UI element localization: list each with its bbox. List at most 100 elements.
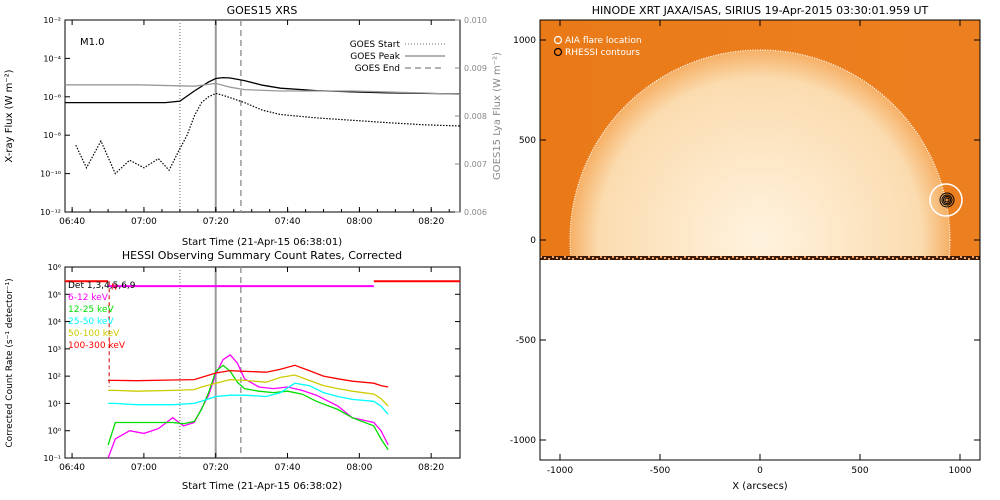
image-edge-noise — [844, 257, 846, 259]
image-edge-noise — [668, 258, 670, 260]
image-edge-noise — [936, 256, 938, 258]
image-edge-noise — [860, 258, 862, 260]
image-edge-noise — [628, 257, 630, 259]
image-edge-noise — [656, 258, 658, 260]
image-edge-noise — [600, 256, 602, 258]
image-edge-noise — [720, 256, 722, 258]
y-right-tick-label: 0.008 — [464, 112, 487, 121]
legend-title: Det 1,3,4,5,6,9 — [68, 281, 136, 291]
image-edge-noise — [624, 256, 626, 258]
solar-disk — [570, 50, 950, 260]
image-edge-noise — [972, 256, 974, 258]
image-edge-noise — [796, 257, 798, 259]
legend-label: 100-300 keV — [68, 341, 126, 351]
y-tick-label: 10⁻¹ — [43, 454, 61, 463]
image-edge-noise — [716, 258, 718, 260]
image-edge-noise — [748, 257, 750, 259]
image-edge-noise — [968, 258, 970, 260]
image-edge-noise — [708, 256, 710, 258]
y-tick-label: 10² — [48, 372, 61, 381]
image-edge-noise — [620, 258, 622, 260]
y-tick-label: 10⁻¹⁰ — [40, 170, 61, 179]
x-tick-label: 06:40 — [59, 463, 85, 473]
legend-label: GOES Start — [350, 40, 401, 50]
image-edge-noise — [872, 258, 874, 260]
hessi-ylabel: Corrected Count Rate (s⁻¹ detector⁻¹) — [5, 278, 15, 447]
image-edge-noise — [964, 257, 966, 259]
x-tick-label: 07:00 — [131, 217, 157, 227]
image-edge-noise — [784, 257, 786, 259]
image-edge-noise — [604, 257, 606, 259]
image-edge-noise — [632, 258, 634, 260]
y-tick-label: 10⁻⁴ — [43, 54, 61, 63]
image-edge-noise — [744, 256, 746, 258]
x-tick-label: 07:20 — [203, 463, 229, 473]
image-edge-noise — [800, 258, 802, 260]
image-edge-noise — [740, 258, 742, 260]
y-tick-label: 10⁻² — [43, 16, 61, 25]
image-edge-noise — [852, 256, 854, 258]
image-edge-noise — [804, 256, 806, 258]
image-edge-noise — [540, 256, 542, 258]
flag-label: N — [111, 282, 117, 291]
goes-ylabel: X-ray Flux (W m⁻²) — [4, 69, 15, 162]
x-tick-label: 08:20 — [418, 217, 444, 227]
image-edge-noise — [764, 258, 766, 260]
image-edge-noise — [888, 256, 890, 258]
image-edge-noise — [580, 257, 582, 259]
image-edge-noise — [724, 257, 726, 259]
y-tick-label: 10⁻⁶ — [43, 93, 61, 102]
image-edge-noise — [848, 258, 850, 260]
x-tick-label: 08:00 — [346, 463, 372, 473]
image-edge-noise — [608, 258, 610, 260]
image-edge-noise — [576, 256, 578, 258]
rhessi-contour — [939, 192, 955, 208]
image-edge-noise — [884, 258, 886, 260]
image-edge-noise — [808, 257, 810, 259]
x-tick-label: 08:00 — [346, 217, 372, 227]
solar-limb — [569, 49, 951, 260]
image-edge-noise — [636, 256, 638, 258]
image-edge-noise — [556, 257, 558, 259]
series-line-0 — [65, 76, 460, 104]
image-edge-noise — [692, 258, 694, 260]
image-edge-noise — [568, 257, 570, 259]
x-tick-label: 07:40 — [275, 217, 301, 227]
image-edge-noise — [816, 256, 818, 258]
image-edge-noise — [652, 257, 654, 259]
image-edge-noise — [688, 257, 690, 259]
xrt-title: HINODE XRT JAXA/ISAS, SIRIUS 19-Apr-2015… — [592, 4, 929, 17]
y-right-tick-label: 0.010 — [464, 16, 487, 25]
hessi-panel: HESSI Observing Summary Count Rates, Cor… — [5, 249, 461, 492]
legend-label: 50-100 keV — [68, 329, 120, 339]
image-edge-noise — [560, 258, 562, 260]
image-edge-noise — [788, 258, 790, 260]
legend-label: GOES Peak — [350, 52, 400, 62]
image-edge-noise — [840, 256, 842, 258]
image-edge-noise — [564, 256, 566, 258]
image-edge-noise — [544, 257, 546, 259]
image-edge-noise — [960, 256, 962, 258]
y-tick-label: 0 — [530, 236, 536, 246]
series-line-1 — [107, 364, 389, 451]
image-edge-noise — [696, 256, 698, 258]
x-tick-label: 06:40 — [59, 217, 85, 227]
goes-title: GOES15 XRS — [227, 4, 298, 17]
image-edge-noise — [908, 258, 910, 260]
image-edge-noise — [900, 256, 902, 258]
image-edge-noise — [880, 257, 882, 259]
image-edge-noise — [700, 257, 702, 259]
image-edge-noise — [712, 257, 714, 259]
goes-ylabel-right: GOES15 Lya Flux (W m⁻²) — [492, 52, 503, 180]
image-edge-noise — [944, 258, 946, 260]
legend-label: GOES End — [355, 64, 400, 74]
image-edge-noise — [596, 258, 598, 260]
image-edge-noise — [868, 257, 870, 259]
image-edge-noise — [828, 256, 830, 258]
rhessi-contour — [941, 194, 953, 206]
image-edge-noise — [940, 257, 942, 259]
x-tick-label: -1000 — [547, 466, 573, 476]
legend-label: 12-25 keV — [68, 305, 114, 315]
x-tick-label: 07:20 — [203, 217, 229, 227]
image-edge-noise — [820, 257, 822, 259]
